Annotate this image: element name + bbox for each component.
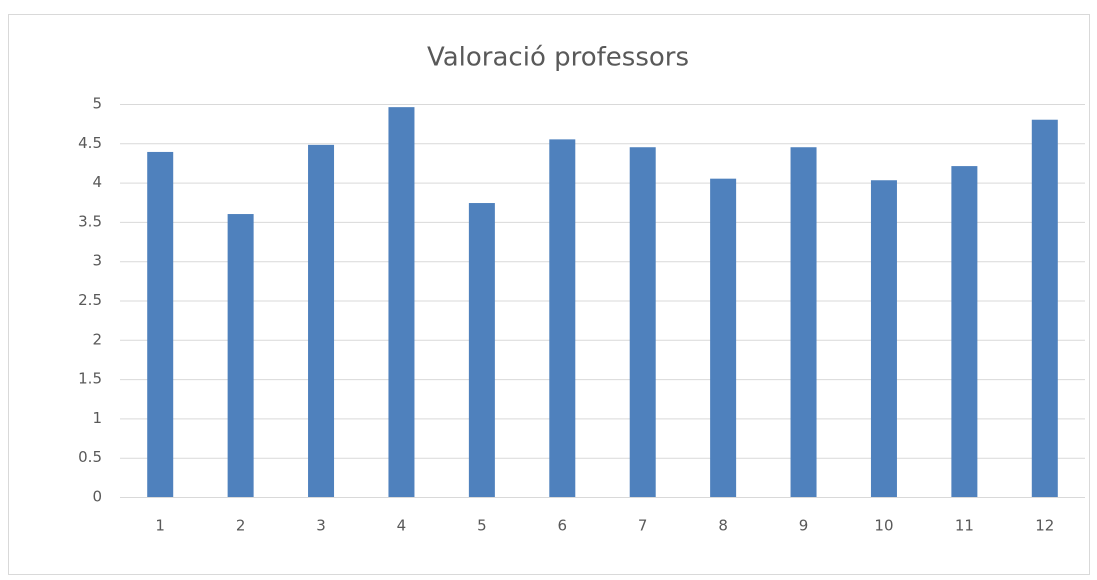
bar [388,107,415,498]
y-tick-label: 2.5 [78,291,102,309]
x-tick-label: 5 [477,517,487,535]
bar [951,166,978,497]
bar [549,139,576,497]
x-tick-label: 4 [397,517,407,535]
y-tick-label: 4 [92,173,102,191]
x-tick-label: 6 [558,517,568,535]
x-tick-label: 8 [718,517,728,535]
bar [1031,119,1058,497]
bar [710,178,737,498]
y-tick-label: 1.5 [78,370,102,388]
y-tick-label: 1 [92,409,102,427]
chart-title: Valoració professors [427,43,689,73]
x-tick-label: 1 [155,517,165,535]
y-tick-label: 4.5 [78,134,102,152]
x-tick-label: 10 [874,517,893,535]
bar [629,147,656,498]
bar [468,203,495,497]
x-tick-label: 3 [316,517,326,535]
y-tick-label: 0 [92,488,102,506]
x-tick-label: 12 [1035,517,1054,535]
y-tick-label: 3.5 [78,212,102,230]
bar [308,144,335,497]
y-tick-label: 5 [92,95,102,113]
bar [147,151,174,498]
x-tick-label: 2 [236,517,246,535]
bar [227,214,254,498]
x-tick-label: 9 [799,517,809,535]
bar [870,180,897,497]
y-tick-label: 3 [92,252,102,270]
y-tick-label: 2 [92,330,102,348]
x-tick-label: 7 [638,517,648,535]
chart-frame [8,14,1090,575]
y-tick-label: 0.5 [78,448,102,466]
x-tick-label: 11 [955,517,974,535]
bar [790,147,817,498]
